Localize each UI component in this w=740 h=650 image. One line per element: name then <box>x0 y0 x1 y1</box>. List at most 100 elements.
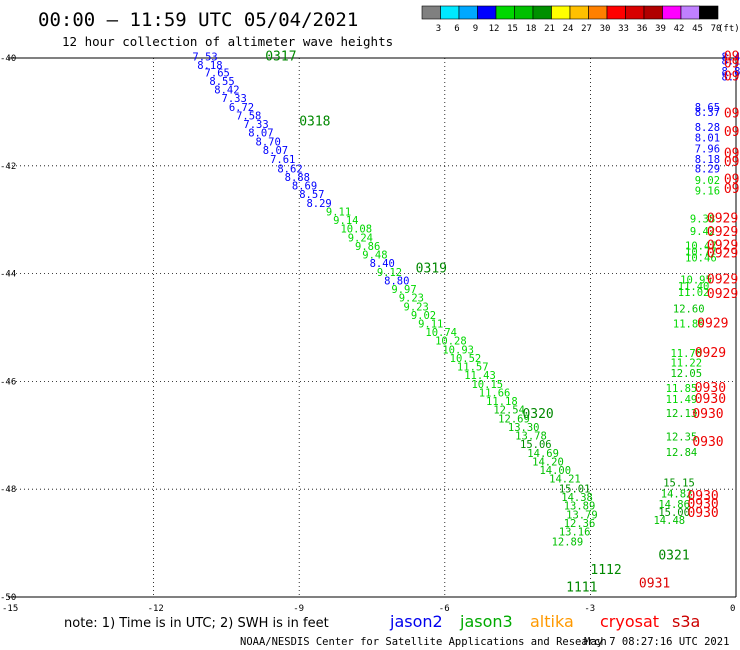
colorbar-swatch <box>625 5 645 20</box>
swh-value-label: 12.69 <box>498 413 530 425</box>
swh-value-label: 8.70 <box>256 136 281 148</box>
swh-value-label: 7.53 <box>192 52 217 64</box>
swh-value-label: 9.24 <box>348 232 373 244</box>
x-tick-label: -6 <box>439 604 450 614</box>
swh-value-label: 14.21 <box>549 474 581 486</box>
colorbar-label: 27 <box>581 24 592 34</box>
y-tick-label: -40 <box>0 54 16 64</box>
swh-value-label: 9.97 <box>391 284 416 296</box>
swh-value-label: 12.35 <box>666 432 698 444</box>
colorbar-swatch <box>699 5 719 20</box>
timestamp: May 7 08:27:16 UTC 2021 <box>584 636 729 648</box>
colorbar-labels: 3 6 9 12 15 18 21 24 27 30 33 36 39 42 45 70 <box>436 24 722 34</box>
swh-value-label: 8.40 <box>370 258 395 270</box>
swh-value-label: 14.86 <box>658 499 690 511</box>
swh-value-label: 9.86 <box>355 241 380 253</box>
track-time-label: 0930 <box>692 435 723 450</box>
swh-value-label: 7.65 <box>205 67 230 79</box>
swh-value-label: 9.02 <box>411 310 436 322</box>
swh-value-label: 8.18 <box>197 60 222 72</box>
swh-value-label: 15.06 <box>520 439 552 451</box>
swh-value-label: 8.57 <box>299 189 324 201</box>
swh-value-label: 8.15 <box>721 55 740 67</box>
track-time-label: 1111 <box>566 581 597 596</box>
swh-value-label: 10.74 <box>425 327 457 339</box>
track-time-label: 0930 <box>687 497 718 512</box>
swh-value-label: 7.61 <box>270 154 295 166</box>
swh-value-label: 11.66 <box>479 387 511 399</box>
track-time-label: 0321 <box>658 548 689 563</box>
swh-value-label: 12.84 <box>666 447 698 459</box>
colorbar-swatch <box>606 5 626 20</box>
swh-value-label: 8.28 <box>695 122 720 134</box>
swh-value-label: 11.43 <box>464 370 496 382</box>
x-tick-label: 0 <box>730 604 735 614</box>
swh-value-label: 10.77 <box>685 246 717 258</box>
colorbar-swatch <box>495 5 515 20</box>
swh-value-label: 8.69 <box>292 181 317 193</box>
track-time-label: 0929 <box>707 225 738 240</box>
swh-value-label: 7.33 <box>243 119 268 131</box>
swh-value-label: 11.18 <box>486 396 518 408</box>
swh-value-label: 10.47 <box>685 240 717 252</box>
colorbar-label: 21 <box>544 24 555 34</box>
swh-value-label: 8.45 <box>721 52 740 64</box>
colorbar-label: 24 <box>563 24 574 34</box>
swh-value-label: 14.38 <box>561 492 593 504</box>
track-time-label: 0318 <box>299 114 330 129</box>
y-tick-label: -44 <box>0 270 16 280</box>
swh-value-label: 8.55 <box>209 76 234 88</box>
colorbar-label: 15 <box>507 24 518 34</box>
track-time-label: 0317 <box>265 50 296 65</box>
colorbar-swatch <box>532 5 552 20</box>
legend-entry-jason3: jason3 <box>459 612 513 631</box>
swh-value-label: 7.33 <box>222 93 247 105</box>
x-tick-label: -3 <box>584 604 595 614</box>
track-time-label: 092 <box>724 147 740 162</box>
colorbar-swatch <box>477 5 497 20</box>
swh-value-label: 8.79 <box>721 72 740 84</box>
swh-value-label: 12.60 <box>673 303 705 315</box>
colorbar-label: 39 <box>655 24 666 34</box>
legend-entry-altika: altika <box>530 612 574 631</box>
track-time-label: 0930 <box>687 489 718 504</box>
track-time-label: 0929 <box>724 182 740 197</box>
swh-value-label: 12.89 <box>552 536 584 548</box>
swh-value-label: 8.65 <box>695 102 720 114</box>
track-time-label: 0929 <box>707 287 738 302</box>
colorbar-swatch <box>662 5 682 20</box>
swh-value-label: 9.14 <box>333 215 358 227</box>
chart-title: 00:00 – 11:59 UTC 05/04/2021 <box>38 9 358 31</box>
swh-value-label: 10.15 <box>471 379 503 391</box>
swh-value-label: 9.23 <box>399 293 424 305</box>
credit-line: NOAA/NESDIS Center for Satellite Applica… <box>240 636 607 648</box>
swh-value-label: 8.07 <box>263 145 288 157</box>
swh-value-label: 8.80 <box>384 275 409 287</box>
swh-value-label: 13.79 <box>566 509 598 521</box>
colorbar-swatch <box>440 5 460 20</box>
swh-value-label: 8.37 <box>695 107 720 119</box>
swh-value-label: 7.58 <box>236 110 261 122</box>
swh-value-label: 12.13 <box>666 408 698 420</box>
colorbar-label: 6 <box>454 24 459 34</box>
colorbar-label: 9 <box>473 24 478 34</box>
colorbar-label: 12 <box>489 24 500 34</box>
swh-value-label: 9.42 <box>690 226 715 238</box>
swh-value-label: 14.00 <box>539 465 571 477</box>
swh-value-label: 9.38 <box>690 213 715 225</box>
colorbar-label: 30 <box>600 24 611 34</box>
y-tick-label: -50 <box>0 593 16 603</box>
swh-value-label: 15.00 <box>658 507 690 519</box>
swh-value-label: 13.30 <box>508 422 540 434</box>
track-time-label: 0928 <box>724 155 740 170</box>
swh-value-label: 15.15 <box>663 478 695 490</box>
track-time-label: 0930 <box>695 392 726 407</box>
swh-value-label: 10.93 <box>442 344 474 356</box>
swh-value-label: 8.01 <box>695 133 720 145</box>
swh-value-label: 11.85 <box>666 383 698 395</box>
colorbar-swatch <box>680 5 700 20</box>
x-tick-label: -9 <box>293 604 304 614</box>
swh-value-label: 10.28 <box>435 336 467 348</box>
colorbar-label: 3 <box>436 24 441 34</box>
